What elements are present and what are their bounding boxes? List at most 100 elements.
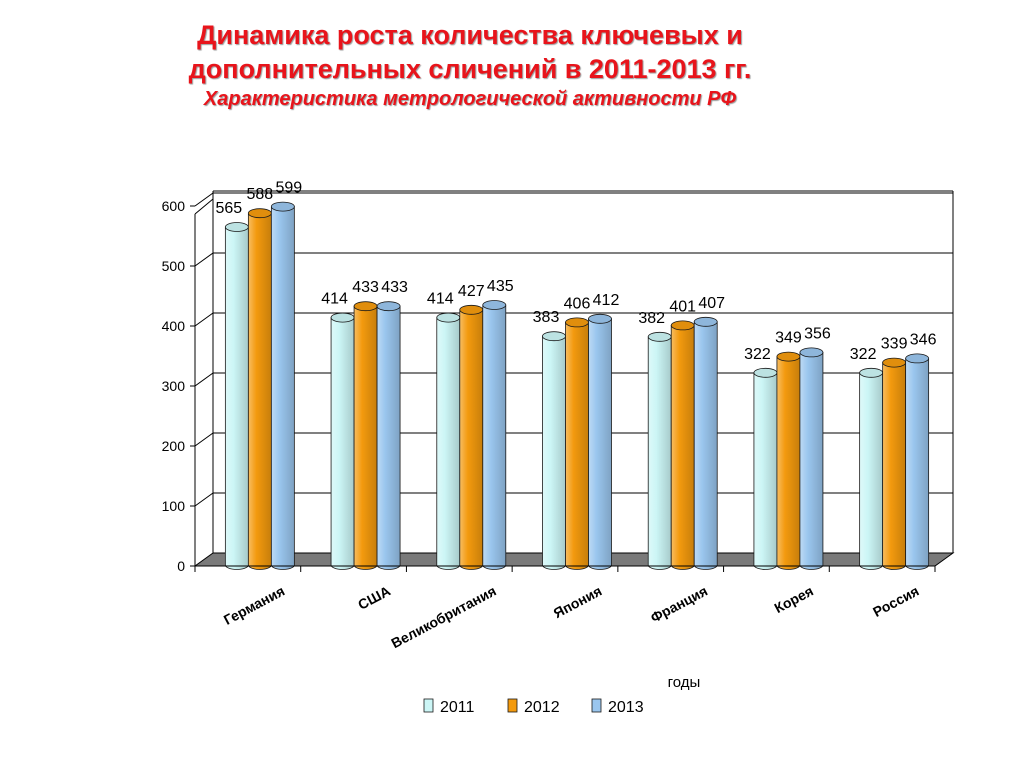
legend-swatch-2011 [423,698,434,713]
value-label: 433 [352,279,379,296]
value-label: 322 [850,346,877,363]
x-axis-title: годы [668,674,701,691]
chart-title-line-2: дополнительных сличений в 2011-2013 гг. [188,54,752,84]
bar-top [459,304,484,315]
bar-2013-5 [693,316,718,570]
bar-2012-1 [247,208,272,570]
value-label: 339 [881,336,908,353]
category-label: Япония [551,583,605,622]
value-label: 427 [458,283,485,300]
bar-2011-6 [753,367,778,570]
bar-body [670,325,695,570]
bar-top [799,347,824,358]
bars-group [224,201,930,570]
bar-2013-2 [376,301,401,570]
legend-label-2013: 2013 [608,699,644,716]
bar-2012-5 [670,320,695,570]
bar-2012-4 [565,317,589,570]
bar-top [270,201,295,212]
bar-top [670,320,695,331]
bar-2011-2 [330,312,355,570]
bar-top [224,222,249,232]
value-label: 414 [321,291,348,308]
category-label: Франция [648,583,710,626]
bar-2013-3 [482,300,507,570]
bar-2011-7 [859,367,884,570]
gridline-side [194,192,214,207]
value-label: 322 [744,346,771,363]
legend-swatch-2012 [507,698,518,713]
value-label: 565 [216,200,243,217]
gridline-side [194,492,214,507]
bar-2011-1 [224,222,249,570]
bar-body [693,321,718,570]
category-label: Россия [870,583,921,620]
bar-2013-1 [270,201,295,570]
legend-label-2012: 2012 [524,699,560,716]
bar-body [799,352,824,570]
bar-top [376,301,401,312]
bar-top [482,300,507,310]
bar-body [542,335,566,570]
bar-top [542,331,566,342]
bar-body [905,358,930,570]
value-label: 349 [775,330,802,347]
y-tick-label: 400 [162,318,186,334]
bar-top [882,357,907,368]
bar-body [436,317,461,570]
y-tick-label: 200 [162,438,186,454]
bar-body [459,309,484,570]
value-label: 414 [427,291,454,308]
bar-2011-3 [436,312,461,570]
bar-body [247,212,272,570]
gridline-side [194,432,214,447]
bar-2013-6 [799,347,824,570]
legend-label-2011: 2011 [440,699,475,716]
value-label: 433 [381,279,408,296]
bar-top [753,367,778,378]
bar-top [353,301,378,312]
bar-body [482,304,507,570]
value-label: 435 [487,278,514,295]
bar-2011-5 [647,331,672,570]
bar-2012-6 [776,351,801,570]
bar-body [753,372,778,570]
bar-body [776,356,801,570]
y-tick-label: 600 [162,198,186,214]
gridline-side [194,312,214,327]
y-tick-label: 0 [177,558,185,574]
legend: 2011 2012 2013 [423,698,644,716]
gridline-side [194,252,214,267]
title-block: Динамика роста количества ключевых и доп… [0,18,940,112]
bar-body [270,206,295,570]
bar-2012-3 [459,304,484,570]
legend-swatch-2013 [591,698,602,713]
bar-top [247,208,272,219]
bar-top [905,353,930,364]
value-label: 588 [247,186,274,203]
value-label: 346 [910,331,937,348]
value-label: 406 [564,295,591,312]
bar-2013-7 [905,353,930,570]
chart-title-line-1: Динамика роста количества ключевых и [197,20,743,50]
category-label: Корея [772,583,816,617]
bar-top [330,312,355,323]
bar-2011-4 [542,331,566,570]
bar-body [376,305,401,570]
bar-body [565,322,589,570]
y-tick-label: 500 [162,258,186,274]
side-wall-top [194,198,214,215]
category-label: Германия [221,583,287,628]
bar-2012-7 [882,357,907,570]
bar-top [776,351,801,362]
bar-top [436,312,461,323]
chart-subtitle: Характеристика метрологической активност… [203,88,737,110]
bar-top [693,316,718,327]
bar-top [859,367,884,378]
y-tick-label: 300 [162,378,186,394]
bar-body [588,318,612,570]
category-label: Великобритания [388,583,498,652]
value-label: 407 [698,295,725,312]
